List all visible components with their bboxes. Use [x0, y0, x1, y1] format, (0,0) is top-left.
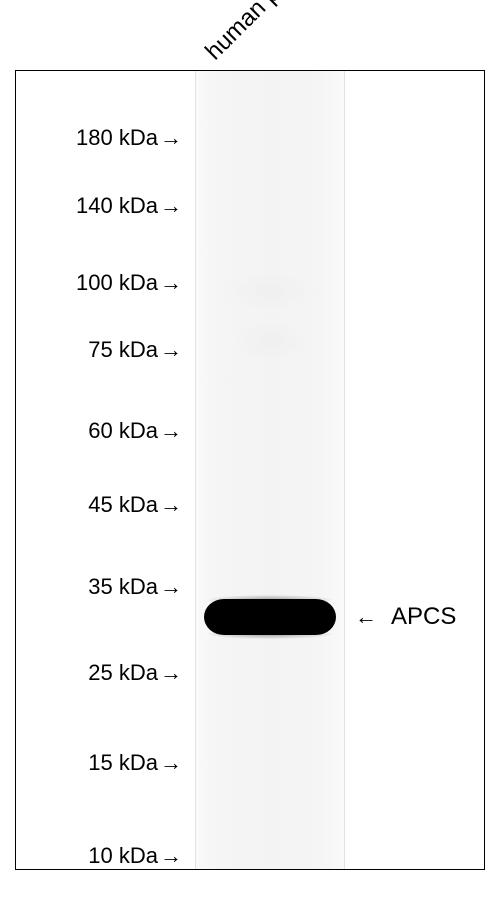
ladder-marker: 25 kDa→	[30, 660, 180, 686]
ladder-value: 60 kDa	[88, 418, 158, 444]
arrow-right-icon: →	[160, 576, 180, 598]
arrow-right-icon: →	[160, 195, 180, 217]
ladder-marker: 75 kDa→	[30, 337, 180, 363]
ladder-value: 10 kDa	[88, 843, 158, 869]
arrow-right-icon: →	[160, 339, 180, 361]
arrow-right-icon: →	[160, 127, 180, 149]
blot-lane	[195, 71, 345, 869]
ladder-value: 180 kDa	[76, 125, 158, 151]
ladder-value: 140 kDa	[76, 193, 158, 219]
arrow-right-icon: →	[160, 752, 180, 774]
arrow-right-icon: →	[160, 420, 180, 442]
ladder-marker: 35 kDa→	[30, 574, 180, 600]
ladder-marker: 140 kDa→	[30, 193, 180, 219]
arrow-right-icon: →	[160, 662, 180, 684]
ladder-marker: 180 kDa→	[30, 125, 180, 151]
band-name: APCS	[391, 603, 456, 631]
arrow-right-icon: →	[160, 272, 180, 294]
ladder-value: 45 kDa	[88, 492, 158, 518]
ladder-value: 25 kDa	[88, 660, 158, 686]
molecular-weight-ladder: 180 kDa→ 140 kDa→ 100 kDa→ 75 kDa→ 60 kD…	[30, 90, 180, 850]
lane-smudge	[216, 271, 326, 311]
arrow-right-icon: →	[160, 494, 180, 516]
protein-band-apcs	[204, 599, 336, 635]
ladder-value: 35 kDa	[88, 574, 158, 600]
ladder-value: 100 kDa	[76, 270, 158, 296]
ladder-marker: 100 kDa→	[30, 270, 180, 296]
band-label: ← APCS	[355, 603, 456, 631]
arrow-right-icon: →	[160, 845, 180, 867]
lane-label: human plasma	[200, 0, 331, 66]
arrow-left-icon: ←	[355, 606, 391, 628]
ladder-value: 15 kDa	[88, 750, 158, 776]
ladder-value: 75 kDa	[88, 337, 158, 363]
ladder-marker: 60 kDa→	[30, 418, 180, 444]
ladder-marker: 10 kDa→	[30, 843, 180, 869]
ladder-marker: 15 kDa→	[30, 750, 180, 776]
lane-smudge	[226, 321, 316, 361]
ladder-marker: 45 kDa→	[30, 492, 180, 518]
